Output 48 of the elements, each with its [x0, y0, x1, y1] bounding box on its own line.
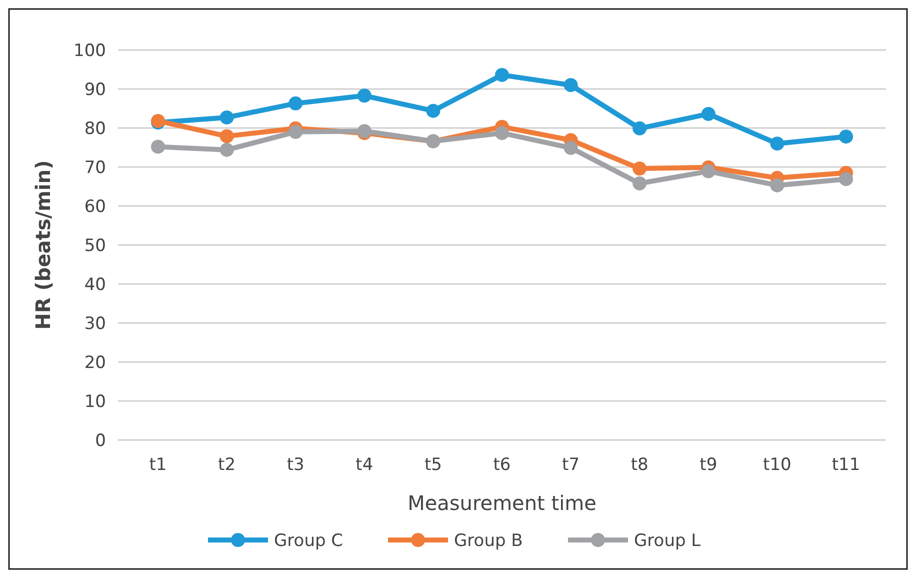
- point: [220, 142, 234, 157]
- legend-label: Group L: [634, 530, 702, 551]
- x-tick-label: t7: [562, 455, 580, 475]
- point: [564, 78, 578, 92]
- y-tick-label: 80: [84, 118, 106, 139]
- point: [220, 110, 234, 124]
- y-tick-label: 40: [84, 274, 106, 295]
- point: [495, 68, 509, 82]
- point: [288, 96, 303, 110]
- point: [632, 121, 647, 136]
- point: [151, 140, 165, 154]
- y-tick-label: 30: [84, 314, 106, 334]
- point: [495, 126, 509, 140]
- point: [632, 162, 647, 176]
- point: [632, 176, 647, 190]
- point: [839, 172, 853, 186]
- x-tick-label: t10: [763, 455, 792, 475]
- y-tick-label: 50: [84, 236, 106, 256]
- legend-label: Group C: [274, 530, 344, 551]
- y-tick-label: 90: [84, 80, 106, 100]
- x-tick-label: t5: [424, 455, 442, 475]
- point: [357, 88, 372, 103]
- y-tick-label: 60: [84, 196, 106, 217]
- point: [701, 164, 716, 178]
- y-tick-label: 100: [74, 40, 106, 61]
- point: [288, 124, 303, 139]
- y-tick-label: 0: [95, 430, 106, 451]
- point: [770, 178, 784, 192]
- x-tick-label: t2: [218, 455, 236, 475]
- point: [770, 136, 784, 151]
- point: [564, 140, 578, 155]
- y-tick-label: 10: [84, 392, 106, 412]
- legend-label: Group B: [454, 530, 523, 551]
- x-tick-label: t4: [356, 455, 374, 475]
- y-tick-label: 70: [84, 158, 106, 178]
- point: [220, 129, 234, 144]
- point: [701, 106, 716, 121]
- point: [839, 130, 853, 144]
- x-tick-label: t8: [630, 455, 648, 475]
- x-tick-label: t11: [832, 455, 860, 475]
- x-tick-label: t9: [700, 455, 718, 475]
- y-axis-title: HR (beats/min): [31, 160, 55, 330]
- y-tick-label: 20: [84, 352, 106, 373]
- point: [426, 104, 440, 118]
- x-tick-label: t1: [149, 455, 167, 475]
- x-tick-label: t6: [493, 455, 511, 475]
- x-tick-label: t3: [286, 455, 304, 475]
- x-axis-title: Measurement time: [408, 491, 596, 515]
